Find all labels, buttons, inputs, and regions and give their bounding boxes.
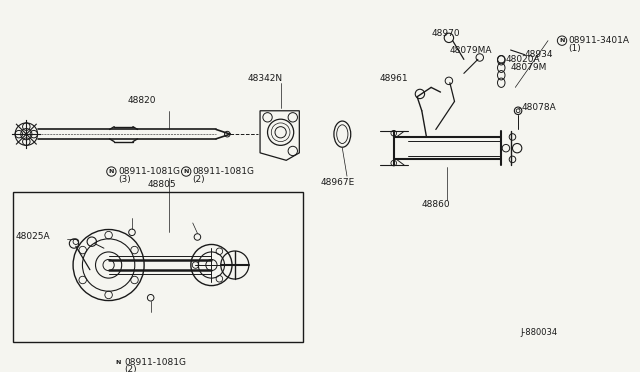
Text: 48970: 48970 xyxy=(431,29,460,38)
Bar xyxy=(13,192,303,342)
Text: 08911-3401A: 08911-3401A xyxy=(568,36,630,45)
Text: 08911-1081G: 08911-1081G xyxy=(118,167,180,176)
Text: 48342N: 48342N xyxy=(247,74,282,83)
Text: 48079M: 48079M xyxy=(511,63,547,72)
Text: 08911-1081G: 08911-1081G xyxy=(125,358,186,367)
Text: 48079MA: 48079MA xyxy=(450,45,492,55)
Text: (2): (2) xyxy=(193,174,205,183)
Text: N: N xyxy=(559,38,564,43)
Text: 48860: 48860 xyxy=(422,200,450,209)
Text: 48934: 48934 xyxy=(525,50,553,59)
Text: 48967E: 48967E xyxy=(321,178,355,187)
Text: (2): (2) xyxy=(125,365,137,372)
Text: N: N xyxy=(115,360,120,365)
Text: N: N xyxy=(184,169,189,174)
Text: (1): (1) xyxy=(568,44,581,52)
Text: N: N xyxy=(109,169,114,174)
Text: 48078A: 48078A xyxy=(522,103,557,112)
Text: 48025A: 48025A xyxy=(15,232,50,241)
Text: 08911-1081G: 08911-1081G xyxy=(193,167,255,176)
Text: J-880034: J-880034 xyxy=(520,328,557,337)
Text: (3): (3) xyxy=(118,174,131,183)
Text: 48020A: 48020A xyxy=(506,55,541,64)
Text: 48805: 48805 xyxy=(148,180,176,189)
Text: 48820: 48820 xyxy=(127,96,156,105)
Text: 48961: 48961 xyxy=(380,74,408,83)
